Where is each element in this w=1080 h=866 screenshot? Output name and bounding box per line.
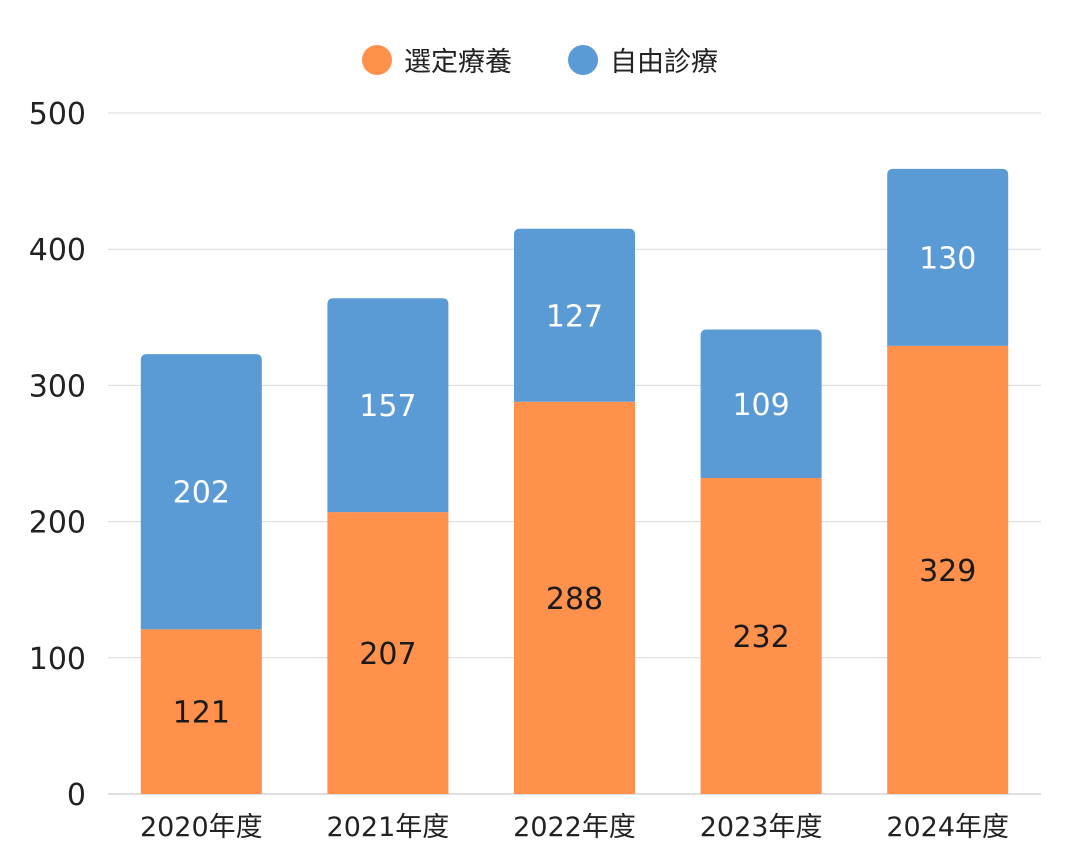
legend-swatch-senteiryoyo — [362, 44, 392, 75]
y-tick-label: 500 — [29, 97, 86, 132]
data-label: 202 — [173, 476, 230, 511]
x-tick-label: 2024年度 — [886, 812, 1009, 843]
x-tick-label: 2023年度 — [700, 812, 823, 843]
y-tick-label: 0 — [67, 778, 86, 813]
data-label: 329 — [919, 554, 976, 589]
bar-segment — [140, 354, 262, 630]
legend-item-senteiryoyo: 選定療養 — [362, 40, 512, 79]
bar-segment — [327, 512, 449, 794]
y-tick-label: 200 — [29, 506, 86, 541]
bar-segment — [887, 345, 1009, 794]
bar-segment — [700, 329, 822, 479]
data-label: 288 — [546, 582, 603, 617]
x-tick-label: 2022年度 — [513, 812, 636, 843]
y-tick-label: 100 — [29, 642, 86, 677]
legend-label-jiyushinryo: 自由診療 — [610, 47, 718, 78]
data-label: 207 — [359, 637, 416, 672]
x-tick-label: 2020年度 — [140, 812, 263, 843]
legend-item-jiyushinryo: 自由診療 — [568, 40, 718, 79]
data-label: 157 — [359, 389, 416, 424]
bar-segment — [140, 629, 262, 794]
data-label: 127 — [546, 299, 603, 334]
legend-swatch-jiyushinryo — [568, 44, 598, 75]
bar-segment — [514, 228, 635, 402]
x-tick-label: 2021年度 — [327, 812, 450, 843]
bar-segment — [327, 298, 449, 513]
legend-label-senteiryoyo: 選定療養 — [404, 47, 512, 78]
legend: 選定療養 自由診療 — [0, 40, 1080, 79]
data-label: 232 — [732, 620, 789, 655]
y-tick-label: 400 — [29, 233, 86, 268]
y-tick-label: 300 — [29, 369, 86, 404]
data-label: 121 — [173, 696, 230, 731]
data-label: 109 — [732, 388, 789, 423]
bar-segment — [514, 401, 635, 794]
bar-segment — [887, 168, 1009, 346]
data-label: 130 — [919, 241, 976, 276]
bar-segment — [700, 478, 822, 794]
